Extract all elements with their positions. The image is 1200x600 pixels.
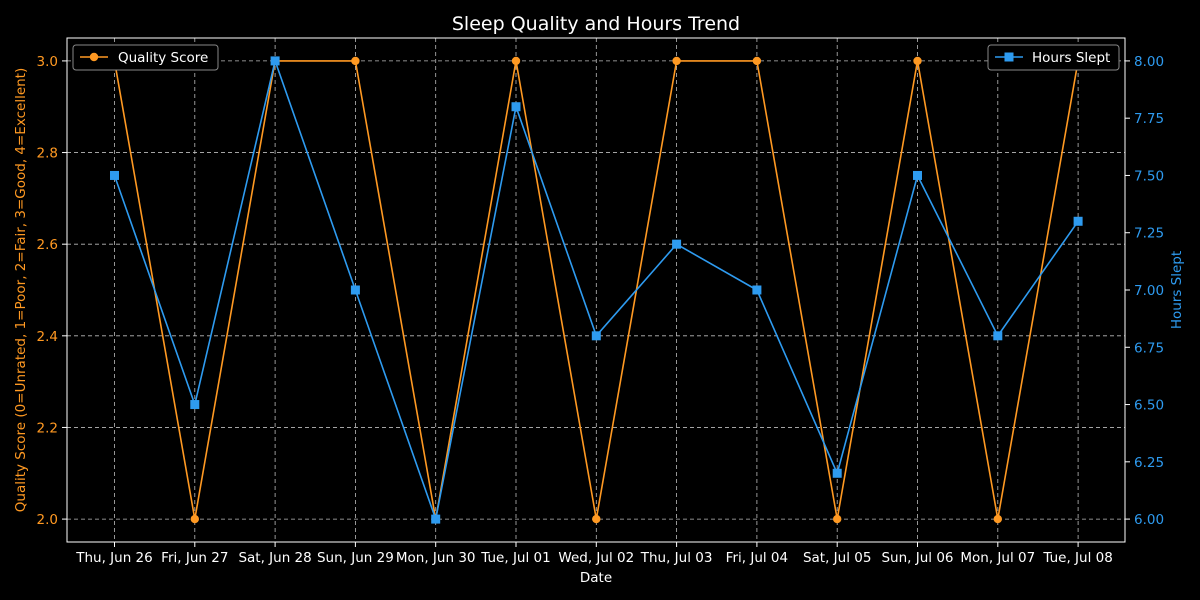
x-tick-label: Thu, Jul 03	[640, 550, 713, 566]
data-point-hours-slept	[270, 56, 280, 66]
data-point-quality-score	[752, 56, 762, 66]
y-right-tick-label: 6.50	[1134, 398, 1164, 414]
x-tick-label: Sat, Jul 05	[803, 550, 871, 566]
y-right-tick-label: 7.75	[1134, 111, 1164, 127]
data-point-hours-slept	[993, 331, 1003, 341]
chart-title: Sleep Quality and Hours Trend	[452, 13, 740, 35]
y-left-tick-label: 2.6	[37, 237, 58, 253]
y-right-tick-label: 6.25	[1134, 455, 1164, 471]
data-point-hours-slept	[752, 285, 762, 295]
y-axis-left: 2.0 2.2 2.4 2.6 2.8 3.0	[37, 54, 67, 528]
y-right-tick-label: 6.00	[1134, 512, 1164, 528]
legend-hours-marker	[1004, 52, 1014, 62]
y-right-tick-label: 6.75	[1134, 340, 1164, 356]
data-point-quality-score	[993, 514, 1002, 524]
x-tick-label: Tue, Jul 08	[1042, 550, 1112, 566]
y-right-tick-label: 8.00	[1134, 54, 1164, 70]
x-tick-label: Fri, Jul 04	[726, 550, 788, 566]
y-right-tick-label: 7.25	[1134, 226, 1164, 242]
legend-quality-marker	[89, 52, 99, 62]
x-tick-label: Sat, Jun 28	[238, 550, 311, 566]
y-right-tick-label: 7.50	[1134, 168, 1164, 184]
y-axis-left-label: Quality Score (0=Unrated, 1=Poor, 2=Fair…	[13, 68, 29, 512]
y-left-tick-label: 3.0	[37, 54, 58, 70]
x-tick-label: Wed, Jul 02	[558, 550, 634, 566]
y-left-tick-label: 2.0	[37, 512, 58, 528]
data-point-quality-score	[190, 514, 199, 524]
data-point-quality-score	[592, 514, 601, 524]
y-axis-right: 6.00 6.25 6.50 6.75 7.00 7.25 7.50 7.75 8.00	[1125, 54, 1164, 528]
x-tick-label: Thu, Jun 26	[75, 550, 153, 566]
legend-quality: Quality Score	[72, 44, 219, 71]
legend-quality-label: Quality Score	[118, 50, 208, 66]
y-axis-right-label: Hours Slept	[1169, 251, 1185, 329]
legend-hours-label: Hours Slept	[1032, 50, 1110, 66]
x-tick-label: Tue, Jul 01	[480, 550, 550, 566]
y-left-tick-label: 2.2	[37, 420, 58, 436]
data-point-hours-slept	[190, 400, 200, 410]
y-left-tick-label: 2.8	[37, 146, 58, 162]
data-point-quality-score	[913, 56, 922, 66]
data-point-quality-score	[511, 56, 521, 66]
data-point-hours-slept	[511, 102, 521, 112]
data-point-hours-slept	[672, 239, 682, 249]
data-point-hours-slept	[431, 514, 441, 524]
x-tick-label: Mon, Jul 07	[960, 550, 1035, 566]
data-point-quality-score	[351, 56, 360, 66]
x-tick-label: Fri, Jun 27	[161, 550, 228, 566]
data-point-hours-slept	[110, 170, 119, 180]
data-point-quality-score	[672, 56, 681, 66]
x-axis-label: Date	[580, 570, 612, 586]
legend-hours-box	[987, 44, 1120, 71]
data-point-hours-slept	[913, 170, 922, 180]
data-point-quality-score	[833, 514, 842, 524]
y-right-tick-label: 7.00	[1134, 283, 1164, 299]
x-tick-label: Sun, Jul 06	[881, 550, 953, 566]
legend-quality-box	[72, 44, 219, 71]
data-point-hours-slept	[832, 468, 842, 478]
data-point-hours-slept	[1073, 216, 1083, 226]
legend-hours: Hours Slept	[987, 44, 1120, 71]
data-point-hours-slept	[350, 285, 360, 295]
x-tick-label: Mon, Jun 30	[396, 550, 476, 566]
x-tick-label: Sun, Jun 29	[317, 550, 394, 566]
x-axis: Thu, Jun 26 Fri, Jun 27 Sat, Jun 28 Sun, Ju…	[75, 542, 1113, 566]
data-point-hours-slept	[591, 331, 601, 341]
y-left-tick-label: 2.4	[37, 329, 58, 345]
